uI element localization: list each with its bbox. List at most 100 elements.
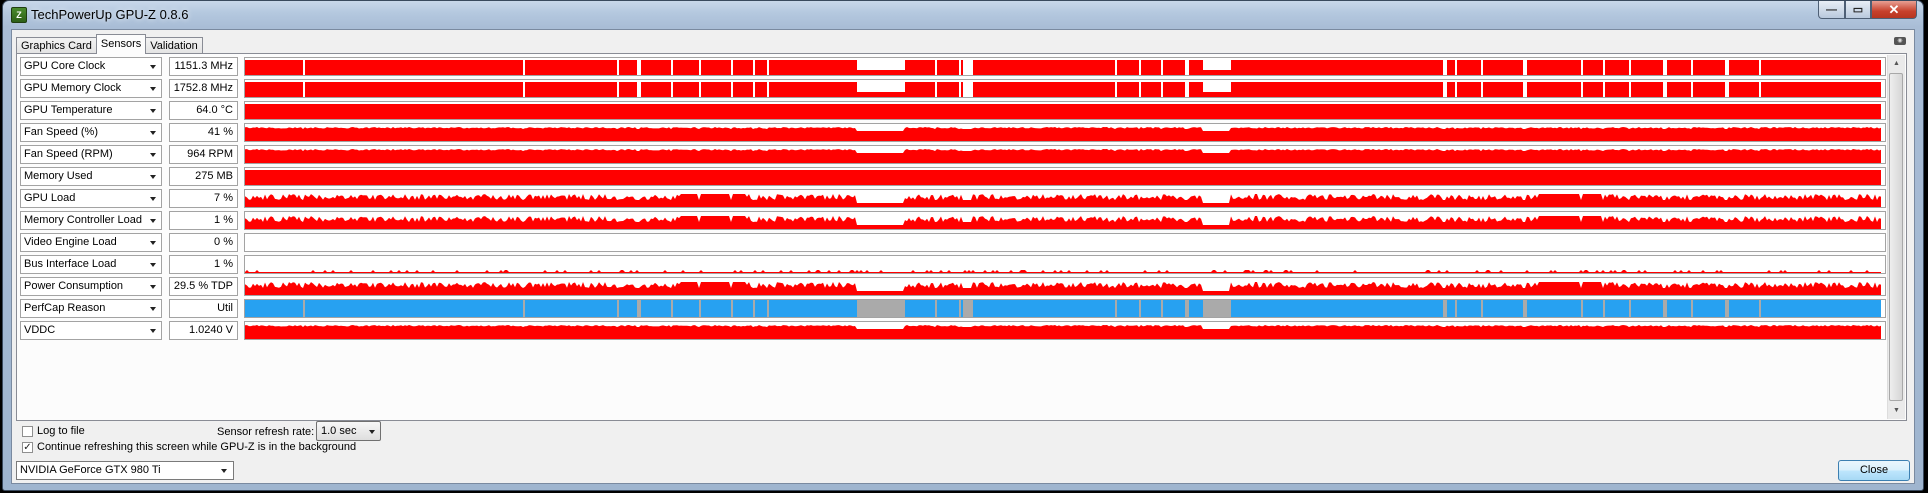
sensor-graph[interactable] bbox=[244, 189, 1886, 208]
perfcap-bar bbox=[1813, 300, 1815, 317]
graph-bar bbox=[1741, 60, 1743, 75]
sensor-name-select[interactable]: VDDC bbox=[20, 321, 162, 340]
graph-bar bbox=[457, 82, 459, 97]
graph-bar bbox=[1233, 60, 1235, 75]
perfcap-bar bbox=[1291, 300, 1293, 317]
graph-bar bbox=[421, 60, 423, 75]
perfcap-bar bbox=[403, 300, 405, 317]
close-button[interactable]: Close bbox=[1838, 460, 1910, 481]
perfcap-bar bbox=[1319, 300, 1321, 317]
sensor-graph[interactable] bbox=[244, 79, 1886, 98]
tab-validation[interactable]: Validation bbox=[145, 37, 203, 54]
sensor-graph[interactable] bbox=[244, 299, 1886, 318]
graph-bar bbox=[1595, 82, 1597, 97]
sensor-graph[interactable] bbox=[244, 167, 1886, 186]
sensor-name-select[interactable]: Fan Speed (%) bbox=[20, 123, 162, 142]
tab-graphics-card[interactable]: Graphics Card bbox=[16, 37, 97, 54]
sensor-name-select[interactable]: GPU Memory Clock bbox=[20, 79, 162, 98]
sensor-name-select[interactable]: GPU Temperature bbox=[20, 101, 162, 120]
graph-bar bbox=[1571, 82, 1573, 97]
perfcap-bar bbox=[525, 300, 527, 317]
sensor-name-select[interactable]: PerfCap Reason bbox=[20, 299, 162, 318]
perfcap-bar bbox=[817, 300, 819, 317]
close-window-button[interactable]: ✕ bbox=[1871, 1, 1917, 19]
perfcap-bar bbox=[1269, 300, 1271, 317]
perfcap-bar bbox=[1601, 300, 1603, 317]
graph-bar bbox=[1643, 60, 1645, 75]
graph-bar bbox=[1021, 82, 1023, 97]
perfcap-bar bbox=[1489, 300, 1491, 317]
sensor-name-select[interactable]: Memory Used bbox=[20, 167, 162, 186]
sensor-name-select[interactable]: Video Engine Load bbox=[20, 233, 162, 252]
graph-bar bbox=[1015, 82, 1017, 97]
gpu-select[interactable]: NVIDIA GeForce GTX 980 Ti bbox=[16, 461, 234, 480]
graph-bar bbox=[1367, 60, 1369, 75]
title-bar[interactable]: Z TechPowerUp GPU-Z 0.8.6 — ▭ ✕ bbox=[3, 1, 1923, 28]
perfcap-bar bbox=[1759, 300, 1761, 317]
sensor-name-select[interactable]: Power Consumption bbox=[20, 277, 162, 296]
sensor-graph[interactable] bbox=[244, 321, 1886, 340]
graph-bar bbox=[615, 82, 617, 97]
log-to-file-checkbox[interactable] bbox=[22, 425, 33, 437]
perfcap-bar bbox=[1555, 300, 1557, 317]
perfcap-bar bbox=[289, 300, 291, 317]
graph-bar bbox=[445, 82, 447, 97]
perfcap-bar bbox=[1563, 300, 1565, 317]
perfcap-bar bbox=[1157, 300, 1159, 317]
perfcap-bar bbox=[589, 300, 591, 317]
scroll-down-icon[interactable]: ▼ bbox=[1893, 407, 1900, 414]
maximize-button[interactable]: ▭ bbox=[1845, 1, 1871, 19]
perfcap-bar bbox=[641, 300, 643, 317]
graph-bar bbox=[1657, 60, 1659, 75]
sensor-graph[interactable] bbox=[244, 145, 1886, 164]
sensor-graph[interactable] bbox=[244, 233, 1886, 252]
refresh-rate-select[interactable]: 1.0 sec bbox=[316, 421, 381, 441]
graph-bar bbox=[949, 82, 951, 97]
graph-bar bbox=[487, 82, 489, 97]
sensor-graph[interactable] bbox=[244, 123, 1886, 142]
sensor-name-select[interactable]: Bus Interface Load bbox=[20, 255, 162, 274]
continue-refreshing-checkbox[interactable]: ✓ bbox=[22, 441, 33, 453]
graph-bar bbox=[1025, 60, 1027, 75]
sensor-name-select[interactable]: Fan Speed (RPM) bbox=[20, 145, 162, 164]
sensor-name-select[interactable]: GPU Core Clock bbox=[20, 57, 162, 76]
graph-bar bbox=[1403, 60, 1405, 75]
minimize-button[interactable]: — bbox=[1818, 1, 1845, 19]
sensor-graph[interactable] bbox=[244, 101, 1886, 120]
graph-bar bbox=[1813, 60, 1815, 75]
tab-sensors[interactable]: Sensors bbox=[95, 34, 147, 54]
graph-bar bbox=[1517, 60, 1519, 75]
graph-bar bbox=[1861, 60, 1863, 75]
log-to-file-label: Log to file bbox=[37, 425, 85, 437]
sensor-name-select[interactable]: Memory Controller Load bbox=[20, 211, 162, 230]
graph-bar bbox=[1071, 82, 1073, 97]
scroll-up-icon[interactable]: ▲ bbox=[1893, 60, 1900, 67]
perfcap-bar bbox=[485, 300, 487, 317]
sensor-graph[interactable] bbox=[244, 211, 1886, 230]
graph-bar bbox=[707, 82, 709, 97]
perfcap-bar bbox=[1253, 300, 1255, 317]
camera-icon[interactable]: ◉ bbox=[1894, 37, 1906, 45]
log-to-file-option[interactable]: Log to file bbox=[22, 425, 85, 437]
graph-bar bbox=[559, 82, 561, 97]
perfcap-bar bbox=[1613, 300, 1615, 317]
graph-bar bbox=[567, 82, 569, 97]
graph-bar bbox=[1829, 60, 1831, 75]
graph-bar bbox=[1875, 60, 1877, 75]
scroll-thumb[interactable] bbox=[1889, 73, 1903, 401]
graph-bar bbox=[937, 82, 939, 97]
sensor-graph[interactable] bbox=[244, 57, 1886, 76]
continue-refreshing-option[interactable]: ✓ Continue refreshing this screen while … bbox=[22, 441, 356, 453]
sensor-graph[interactable] bbox=[244, 277, 1886, 296]
perfcap-bar bbox=[587, 300, 589, 317]
graph-bar bbox=[947, 82, 949, 97]
perfcap-bar bbox=[267, 300, 269, 317]
perfcap-bar bbox=[247, 300, 249, 317]
graph-bar bbox=[549, 60, 551, 75]
sensor-name-select[interactable]: GPU Load bbox=[20, 189, 162, 208]
graph-bar bbox=[743, 60, 745, 75]
perfcap-bar bbox=[545, 300, 547, 317]
vertical-scrollbar[interactable]: ▲ ▼ bbox=[1887, 55, 1905, 419]
graph-bar bbox=[1307, 60, 1309, 75]
sensor-graph[interactable] bbox=[244, 255, 1886, 274]
